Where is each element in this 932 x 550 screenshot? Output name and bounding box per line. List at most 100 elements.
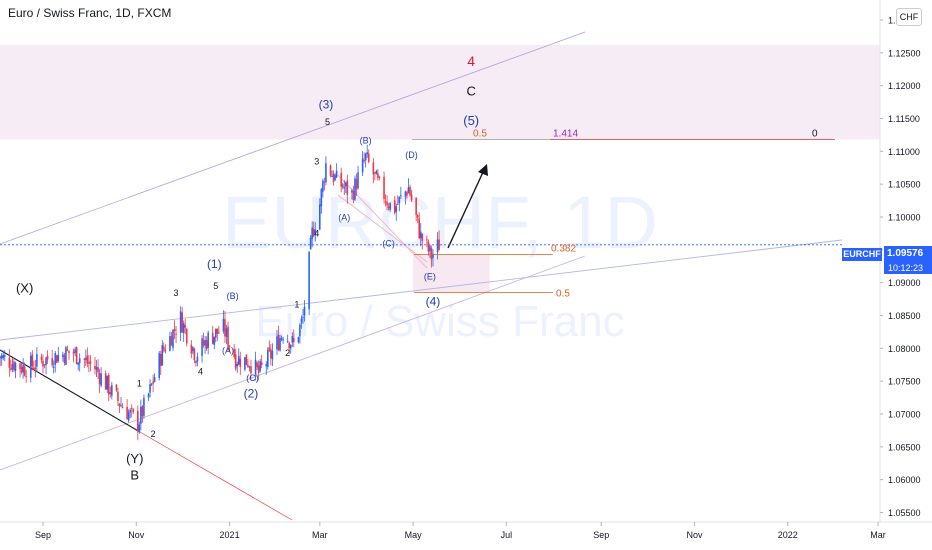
candle [280,335,283,342]
wave-label: (A) [338,212,350,222]
candle [279,334,281,352]
candle [247,359,249,368]
candle [0,355,1,367]
candle [117,387,119,406]
candle-body [222,318,225,332]
candle-body [416,214,419,218]
candle [341,182,344,190]
candle [14,361,17,379]
candle-body [268,347,271,351]
candle [303,300,306,322]
candle [250,359,252,380]
candle-body [351,190,353,193]
time-axis-bg[interactable] [0,522,880,550]
currency-button[interactable]: CHF [896,8,922,26]
price-tick-label: 1.07000 [888,409,921,419]
candle-body [418,218,421,239]
candle [111,381,113,400]
candle-body [31,354,34,367]
candle [164,344,167,354]
candle [213,336,216,350]
candle-body [322,180,324,192]
candle-body [438,239,440,251]
candle [311,221,313,248]
time-tick-label: 2022 [778,530,798,540]
candle [384,194,387,207]
wave-label: 4 [198,367,203,377]
candle-body [138,424,141,433]
candle-body [340,172,343,187]
candle-body [271,350,274,360]
candle-body [279,338,281,351]
candle-body [207,332,209,348]
candle-body [52,366,55,368]
time-tick-label: 2021 [220,530,240,540]
candle [288,341,291,354]
candle-body [384,201,387,203]
red-projection-line [139,431,293,521]
candle-body [121,406,124,409]
wave-label: (X) [16,280,33,295]
candle [150,382,153,387]
correction-upper-line [337,174,428,269]
candle-body [297,337,300,343]
candle-body [182,323,185,334]
candle-body [143,397,145,416]
chart-symbol-title[interactable]: Euro / Swiss Franc, 1D, FXCM [8,6,172,20]
upper-resistance-zone [0,44,880,140]
candle [55,354,58,364]
candle [179,306,182,342]
candle [46,350,49,364]
candle-body [361,158,364,173]
candle [363,152,365,164]
candle-body [22,365,24,373]
upper-channel-line [0,31,586,245]
wave-label: 5 [325,117,330,127]
candle [216,328,219,341]
candle-body [419,231,422,239]
price-axis-bg[interactable] [880,0,932,550]
candle [66,345,69,352]
candle-body [374,172,376,174]
candle-body [233,348,235,357]
candle-body [415,197,417,216]
fib-level-0-label: 1.414 [553,129,578,140]
candle-body [94,365,96,370]
candle [421,233,424,250]
candle-body [355,179,358,190]
candle-body [0,356,1,359]
candle [357,165,359,190]
candle-body [367,153,370,162]
candle-body [14,362,17,371]
candle [361,151,364,177]
candle [410,189,413,202]
candle [205,336,208,351]
zones-layer [0,44,880,293]
candle [416,214,419,224]
wave-label: (C) [246,373,259,383]
candle [169,331,171,352]
candle [132,408,135,415]
candle-body [320,189,323,207]
candle [75,346,78,365]
candle [163,342,165,353]
candle [211,325,214,345]
candle-body [118,403,121,407]
candle-body [228,345,231,347]
candle [378,175,381,181]
fib-level-1414-label: 0.5 [473,129,487,140]
candle-body [97,367,99,373]
wave-label: (3) [319,98,334,112]
candle-body [77,362,79,365]
candle [407,178,410,194]
candle-body [25,376,27,378]
candle [335,163,338,179]
candle [396,195,399,206]
candle [237,348,240,366]
candle-body [396,203,399,205]
wave-label: (A) [222,346,234,356]
candle-body [357,172,359,189]
candle-body [51,358,53,366]
